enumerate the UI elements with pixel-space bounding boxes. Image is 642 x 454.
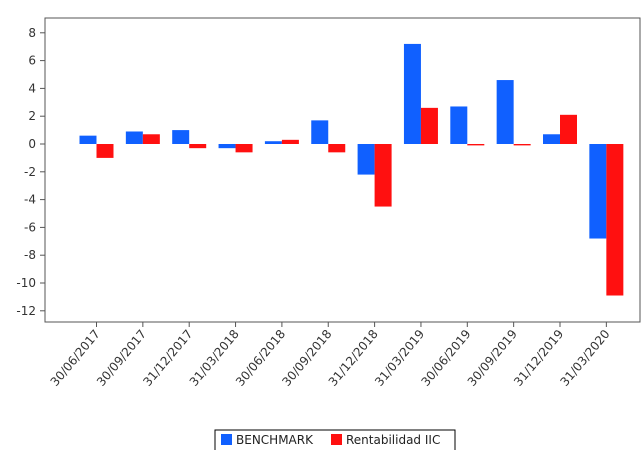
x-axis: 30/06/201730/09/201731/12/201731/03/2018… <box>48 322 613 389</box>
y-tick-label: 4 <box>28 81 36 95</box>
bar-benchmark <box>496 80 514 144</box>
plot-frame <box>44 17 641 323</box>
y-tick-label: -12 <box>16 304 36 318</box>
bar-rentabilidad <box>96 144 114 158</box>
bar-benchmark <box>79 135 97 144</box>
bar-benchmark <box>357 144 375 175</box>
bar-rentabilidad <box>420 107 438 144</box>
bars-group <box>79 43 624 296</box>
bar-rentabilidad <box>606 144 624 296</box>
y-tick-label: 6 <box>28 54 36 68</box>
y-tick-label: 8 <box>28 26 36 40</box>
bar-benchmark <box>218 144 236 149</box>
bar-benchmark <box>311 120 329 144</box>
legend-label-benchmark: BENCHMARK <box>236 433 314 447</box>
bar-rentabilidad <box>467 144 485 146</box>
legend-swatch-rentabilidad <box>331 434 342 445</box>
legend-label-rentabilidad: Rentabilidad IIC <box>346 433 440 447</box>
bar-benchmark <box>403 43 421 144</box>
y-axis: 8 6 4 2 0 -2 -4 -6 -8 -10 -12 <box>16 17 641 323</box>
y-tick-label: 0 <box>28 137 36 151</box>
bar-rentabilidad <box>235 144 253 153</box>
bar-benchmark <box>264 141 282 144</box>
bar-benchmark <box>589 144 607 239</box>
bar-benchmark <box>450 106 468 144</box>
bar-rentabilidad <box>328 144 346 153</box>
bar-benchmark <box>543 134 560 144</box>
bar-benchmark <box>125 131 143 144</box>
y-tick-label: -6 <box>24 220 36 234</box>
y-tick-label: -10 <box>16 276 36 290</box>
y-tick-label: -4 <box>24 193 36 207</box>
legend-swatch-benchmark <box>221 434 232 445</box>
bar-rentabilidad <box>142 134 160 144</box>
bar-rentabilidad <box>374 144 392 207</box>
bar-rentabilidad <box>189 144 207 149</box>
bar-rentabilidad <box>560 114 577 144</box>
y-tick-label: 2 <box>28 109 36 123</box>
legend: BENCHMARK Rentabilidad IIC <box>214 429 456 453</box>
bar-rentabilidad <box>513 144 531 146</box>
bar-rentabilidad <box>281 139 299 144</box>
y-tick-label: -2 <box>24 165 36 179</box>
bar-benchmark <box>172 130 190 144</box>
y-tick-label: -8 <box>24 248 36 262</box>
